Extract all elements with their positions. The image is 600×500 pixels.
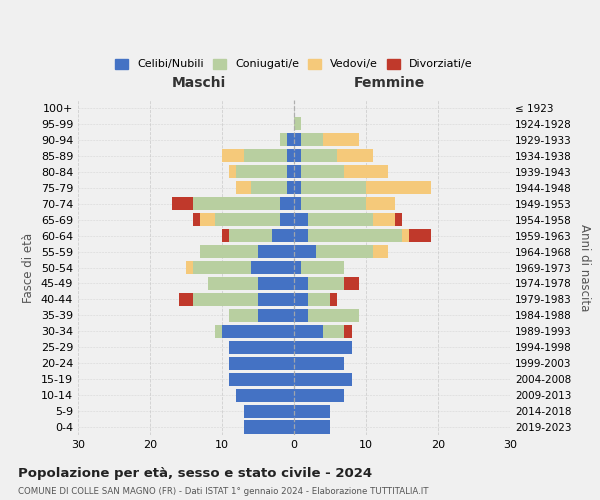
Bar	[229, 165, 236, 178]
Bar	[193, 197, 280, 210]
Bar	[280, 213, 294, 226]
Bar	[229, 372, 294, 386]
Bar	[294, 134, 301, 146]
Bar	[301, 197, 366, 210]
Bar	[308, 309, 359, 322]
Bar	[222, 229, 229, 242]
Bar	[236, 165, 287, 178]
Bar	[308, 277, 344, 290]
Bar	[294, 340, 352, 354]
Text: Femmine: Femmine	[353, 76, 425, 90]
Bar	[200, 213, 215, 226]
Bar	[294, 213, 308, 226]
Bar	[251, 261, 294, 274]
Bar	[258, 277, 294, 290]
Bar	[287, 165, 294, 178]
Bar	[301, 150, 337, 162]
Bar	[179, 293, 193, 306]
Bar	[294, 229, 308, 242]
Bar	[294, 420, 330, 434]
Bar	[301, 181, 366, 194]
Bar	[337, 150, 373, 162]
Bar	[193, 261, 251, 274]
Bar	[229, 309, 258, 322]
Bar	[208, 277, 258, 290]
Bar	[294, 181, 301, 194]
Bar	[294, 150, 301, 162]
Bar	[215, 213, 280, 226]
Bar	[229, 229, 272, 242]
Bar	[308, 293, 330, 306]
Bar	[193, 293, 258, 306]
Y-axis label: Anni di nascita: Anni di nascita	[578, 224, 591, 311]
Bar	[222, 325, 294, 338]
Bar	[258, 245, 294, 258]
Bar	[301, 134, 323, 146]
Bar	[294, 372, 352, 386]
Bar	[251, 181, 287, 194]
Bar	[308, 213, 373, 226]
Bar	[294, 118, 301, 130]
Bar	[272, 229, 294, 242]
Bar	[294, 245, 316, 258]
Bar	[236, 388, 294, 402]
Bar	[301, 165, 344, 178]
Bar	[373, 213, 395, 226]
Bar	[294, 277, 308, 290]
Bar	[172, 197, 193, 210]
Bar	[244, 420, 294, 434]
Bar	[294, 356, 344, 370]
Bar	[244, 404, 294, 417]
Bar	[323, 325, 344, 338]
Bar	[301, 261, 344, 274]
Bar	[294, 404, 330, 417]
Bar	[222, 150, 244, 162]
Bar	[215, 325, 222, 338]
Bar	[280, 134, 287, 146]
Bar	[236, 181, 251, 194]
Bar	[344, 165, 388, 178]
Bar	[366, 197, 395, 210]
Bar	[344, 277, 359, 290]
Bar	[294, 293, 308, 306]
Text: COMUNE DI COLLE SAN MAGNO (FR) - Dati ISTAT 1° gennaio 2024 - Elaborazione TUTTI: COMUNE DI COLLE SAN MAGNO (FR) - Dati IS…	[18, 486, 428, 496]
Bar	[294, 197, 301, 210]
Y-axis label: Fasce di età: Fasce di età	[22, 232, 35, 302]
Bar	[402, 229, 409, 242]
Bar	[186, 261, 193, 274]
Bar	[258, 293, 294, 306]
Legend: Celibi/Nubili, Coniugati/e, Vedovi/e, Divorziati/e: Celibi/Nubili, Coniugati/e, Vedovi/e, Di…	[112, 56, 476, 73]
Bar	[294, 261, 301, 274]
Bar	[287, 134, 294, 146]
Text: Popolazione per età, sesso e stato civile - 2024: Popolazione per età, sesso e stato civil…	[18, 468, 372, 480]
Bar	[287, 181, 294, 194]
Bar	[373, 245, 388, 258]
Bar	[366, 181, 431, 194]
Bar	[294, 388, 344, 402]
Bar	[244, 150, 287, 162]
Bar	[229, 340, 294, 354]
Bar	[294, 309, 308, 322]
Text: Maschi: Maschi	[172, 76, 226, 90]
Bar	[200, 245, 258, 258]
Bar	[344, 325, 352, 338]
Bar	[308, 229, 402, 242]
Bar	[294, 165, 301, 178]
Bar	[330, 293, 337, 306]
Bar	[258, 309, 294, 322]
Bar	[294, 325, 323, 338]
Bar	[193, 213, 200, 226]
Bar	[323, 134, 359, 146]
Bar	[316, 245, 373, 258]
Bar	[229, 356, 294, 370]
Bar	[395, 213, 402, 226]
Bar	[409, 229, 431, 242]
Bar	[287, 150, 294, 162]
Bar	[280, 197, 294, 210]
